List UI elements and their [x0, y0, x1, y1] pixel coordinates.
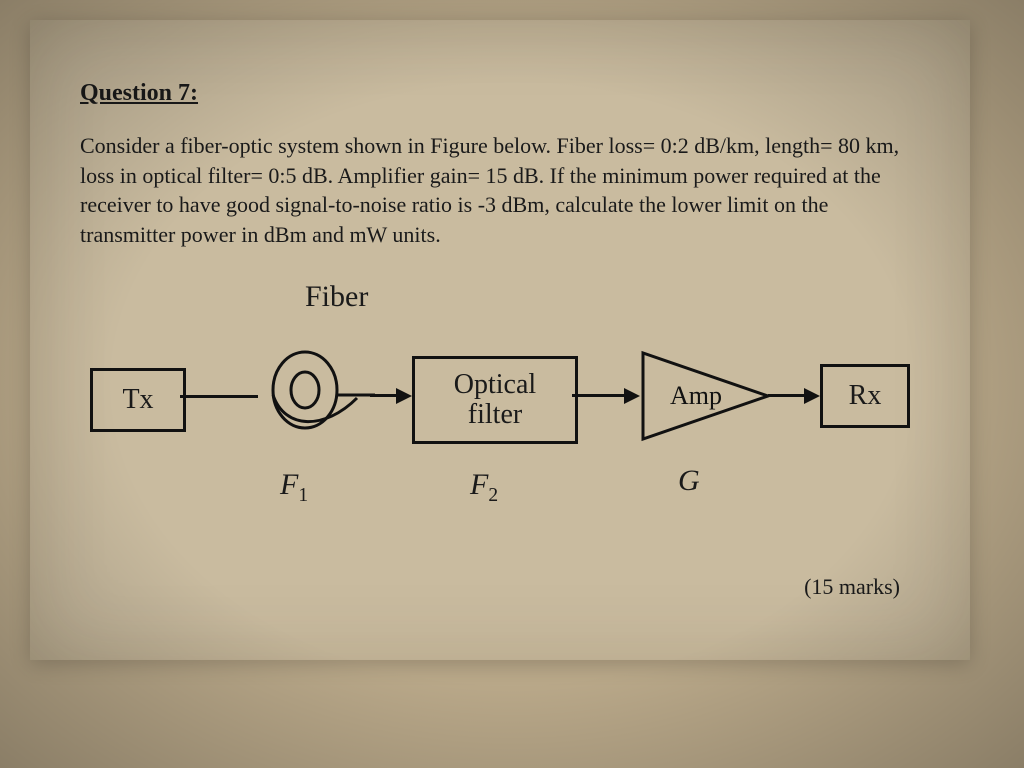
arrow-into-filter-icon [396, 388, 412, 404]
amplifier-icon: Amp [640, 350, 780, 442]
f2-subscript: 2 [488, 485, 498, 506]
rx-label: Rx [849, 381, 882, 410]
fiber-label: Fiber [305, 280, 368, 314]
question-body: Consider a fiber-optic system shown in F… [80, 131, 920, 250]
f2-letter: F [470, 468, 488, 501]
filter-label-line2: filter [454, 400, 536, 429]
paper-sheet: Question 7: Consider a fiber-optic syste… [30, 20, 970, 660]
tx-label: Tx [122, 385, 153, 414]
rx-box: Rx [820, 364, 910, 428]
arrow-into-rx-icon [804, 388, 820, 404]
arrow-into-amp-icon [624, 388, 640, 404]
f1-letter: F [280, 468, 298, 501]
f1-subscript: 1 [298, 485, 308, 506]
marks-label: (15 marks) [804, 574, 900, 600]
system-diagram: Fiber Tx Optical filter [80, 280, 920, 540]
wire-filter-amp [572, 394, 627, 397]
wire-amp-rx [768, 394, 808, 397]
fiber-coil-icon [255, 340, 375, 450]
f2-label: F2 [470, 468, 498, 507]
question-title: Question 7: [80, 80, 920, 107]
optical-filter-box: Optical filter [412, 356, 578, 444]
wire-tx-coil [180, 395, 258, 398]
tx-box: Tx [90, 368, 186, 432]
f1-label: F1 [280, 468, 308, 507]
amp-label-svg: Amp [670, 381, 722, 410]
g-label: G [678, 464, 700, 498]
filter-label-line1: Optical [454, 370, 536, 399]
